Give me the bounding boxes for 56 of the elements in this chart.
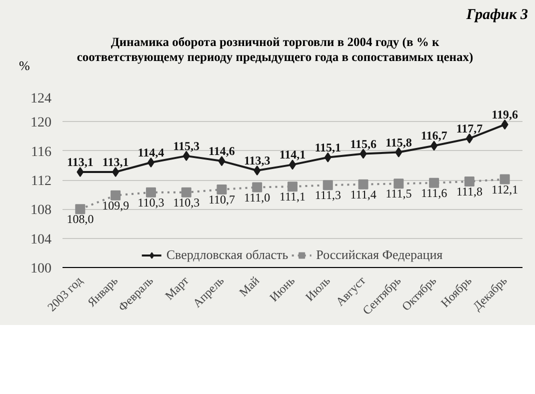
data-label: 115,3 bbox=[173, 138, 200, 153]
point bbox=[288, 182, 298, 192]
y-tick-label: 116 bbox=[31, 144, 52, 160]
data-label: 113,1 bbox=[67, 154, 94, 169]
data-label: 119,6 bbox=[492, 108, 518, 122]
point bbox=[464, 176, 474, 186]
y-tick-label: 124 bbox=[30, 92, 52, 106]
y-tick-label: 104 bbox=[30, 232, 52, 248]
data-label: 114,1 bbox=[279, 148, 306, 162]
data-label: 115,1 bbox=[314, 140, 342, 154]
point bbox=[218, 156, 226, 166]
point bbox=[500, 174, 510, 184]
y-tick-label: 112 bbox=[31, 174, 52, 189]
point bbox=[75, 204, 86, 214]
y-axis-title: % bbox=[19, 57, 30, 75]
data-label: 111,4 bbox=[350, 187, 376, 202]
point bbox=[147, 158, 154, 168]
data-label: 114,6 bbox=[208, 144, 235, 158]
data-label: 110,3 bbox=[138, 195, 164, 210]
legend-label: Российская Федерация bbox=[316, 247, 443, 263]
data-label: 110,3 bbox=[173, 195, 200, 210]
point bbox=[252, 182, 262, 192]
data-label: 117,7 bbox=[456, 121, 483, 136]
data-label: 114,4 bbox=[138, 146, 164, 160]
point bbox=[429, 178, 440, 188]
point bbox=[216, 184, 227, 194]
data-label: 115,8 bbox=[385, 135, 412, 150]
data-label: 115,6 bbox=[350, 136, 376, 151]
data-label: 111,3 bbox=[314, 188, 341, 202]
data-label: 113,1 bbox=[102, 154, 129, 169]
point bbox=[181, 187, 192, 198]
point bbox=[394, 178, 404, 189]
legend-label: Свердловская область bbox=[166, 247, 288, 263]
point bbox=[358, 179, 368, 190]
data-label: 112,1 bbox=[492, 182, 518, 196]
data-label: 110,7 bbox=[208, 192, 236, 206]
data-label: 109,9 bbox=[102, 198, 130, 212]
text: График 3 bbox=[466, 6, 528, 25]
data-label: 111,6 bbox=[420, 186, 448, 200]
point bbox=[254, 166, 261, 176]
point bbox=[501, 120, 508, 130]
point bbox=[430, 140, 438, 151]
data-label: 111,1 bbox=[279, 190, 306, 204]
y-tick-label: 100 bbox=[30, 262, 52, 276]
chart-title: Динамика оборота розничной торговли в 2004 году (в % к соответствующему периоду предыдущего года в сопоставимых ценах) bbox=[76, 35, 474, 65]
data-label: 116,7 bbox=[420, 128, 448, 143]
data-label: 111,0 bbox=[244, 190, 270, 204]
y-tick-label: 120 bbox=[30, 116, 52, 131]
point bbox=[146, 187, 156, 198]
data-label: 113,3 bbox=[244, 154, 270, 168]
data-label: 108,0 bbox=[66, 212, 94, 226]
data-label: 111,8 bbox=[456, 184, 482, 198]
point bbox=[110, 190, 121, 200]
data-label: 111,5 bbox=[386, 186, 412, 201]
point bbox=[322, 180, 333, 190]
y-tick-label: 108 bbox=[30, 203, 52, 218]
